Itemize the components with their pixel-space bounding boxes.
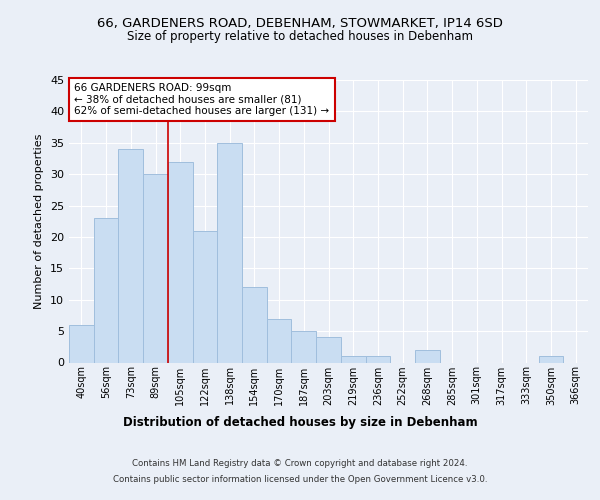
Y-axis label: Number of detached properties: Number of detached properties xyxy=(34,134,44,309)
Bar xyxy=(143,174,168,362)
Text: Contains public sector information licensed under the Open Government Licence v3: Contains public sector information licen… xyxy=(113,474,487,484)
Bar xyxy=(539,356,563,362)
Bar xyxy=(242,287,267,362)
Bar xyxy=(217,143,242,362)
Bar xyxy=(69,325,94,362)
Bar xyxy=(415,350,440,362)
Bar xyxy=(292,331,316,362)
Bar xyxy=(267,318,292,362)
Bar xyxy=(168,162,193,362)
Bar xyxy=(316,338,341,362)
Text: Size of property relative to detached houses in Debenham: Size of property relative to detached ho… xyxy=(127,30,473,43)
Text: Distribution of detached houses by size in Debenham: Distribution of detached houses by size … xyxy=(122,416,478,429)
Bar xyxy=(193,230,217,362)
Bar xyxy=(118,149,143,362)
Bar xyxy=(341,356,365,362)
Text: 66, GARDENERS ROAD, DEBENHAM, STOWMARKET, IP14 6SD: 66, GARDENERS ROAD, DEBENHAM, STOWMARKET… xyxy=(97,18,503,30)
Text: 66 GARDENERS ROAD: 99sqm
← 38% of detached houses are smaller (81)
62% of semi-d: 66 GARDENERS ROAD: 99sqm ← 38% of detach… xyxy=(74,83,329,116)
Bar xyxy=(365,356,390,362)
Text: Contains HM Land Registry data © Crown copyright and database right 2024.: Contains HM Land Registry data © Crown c… xyxy=(132,460,468,468)
Bar xyxy=(94,218,118,362)
